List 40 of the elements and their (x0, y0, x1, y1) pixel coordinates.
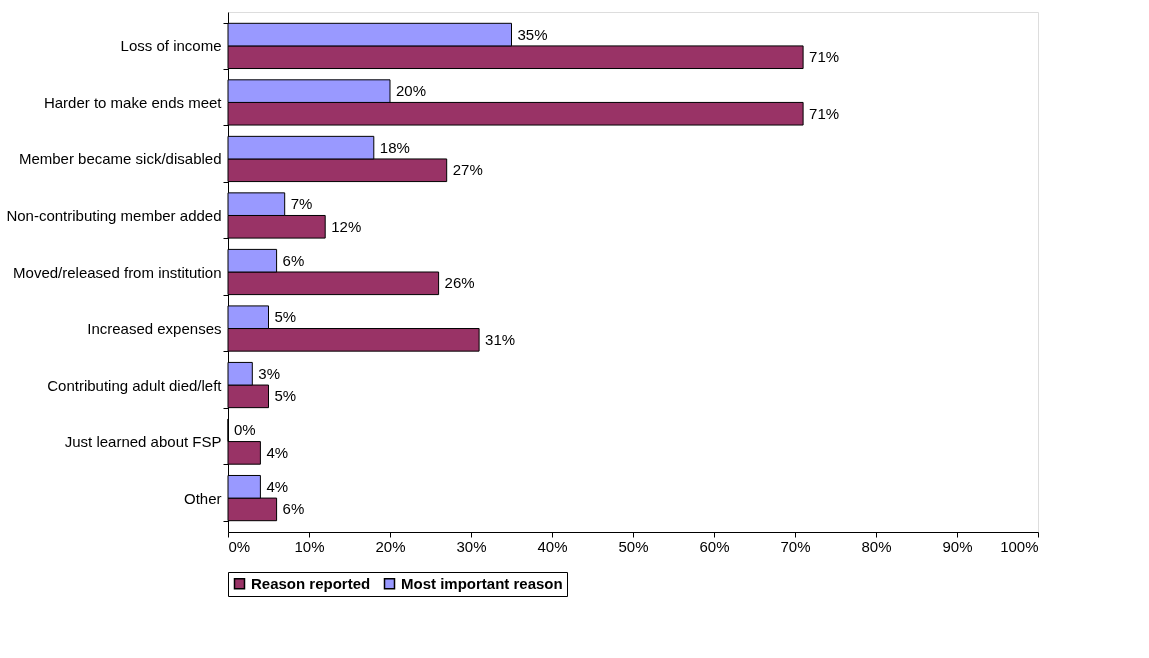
y-tick-label: Non-contributing member added (6, 206, 222, 224)
data-label: 3% (258, 364, 280, 382)
x-tick-label: 60% (699, 537, 730, 555)
x-tick-label: 0% (228, 537, 251, 555)
data-label: 4% (266, 477, 289, 495)
data-label: 35% (517, 25, 548, 43)
y-tick-label: Moved/released from institution (13, 263, 222, 281)
y-tick-label: Member became sick/disabled (18, 150, 222, 168)
x-tick-label: 40% (537, 537, 568, 555)
x-tick-label: 70% (780, 537, 811, 555)
x-tick-label: 100% (1000, 537, 1039, 555)
x-tick-label: 90% (942, 537, 973, 555)
x-tick-label: 50% (618, 537, 649, 555)
data-label: 6% (282, 251, 305, 269)
legend-label: Most important reason (401, 574, 563, 592)
data-label: 71% (809, 104, 840, 122)
x-tick-label: 30% (456, 537, 487, 555)
data-label: 31% (485, 330, 516, 348)
y-tick-label: Contributing adult died/left (47, 376, 223, 394)
data-label: 5% (274, 308, 297, 326)
x-tick-label: 80% (861, 537, 892, 555)
x-tick-label: 10% (294, 537, 325, 555)
data-label: 71% (809, 48, 840, 66)
data-label: 4% (266, 443, 289, 461)
data-label: 6% (282, 500, 305, 518)
data-label: 20% (396, 82, 427, 100)
data-label: 26% (444, 274, 475, 292)
data-label: 18% (379, 138, 410, 156)
x-tick-label: 20% (375, 537, 406, 555)
y-tick-label: Other (183, 489, 222, 507)
data-label: 5% (274, 387, 297, 405)
data-label: 7% (290, 195, 313, 213)
legend-label: Reason reported (251, 574, 371, 592)
y-tick-label: Increased expenses (87, 320, 222, 338)
data-label: 0% (234, 421, 256, 439)
y-tick-label: Just learned about FSP (64, 433, 222, 451)
data-label: 12% (331, 217, 362, 235)
y-tick-label: Harder to make ends meet (43, 93, 223, 111)
data-label: 27% (452, 161, 483, 179)
y-tick-label: Loss of income (120, 37, 222, 55)
